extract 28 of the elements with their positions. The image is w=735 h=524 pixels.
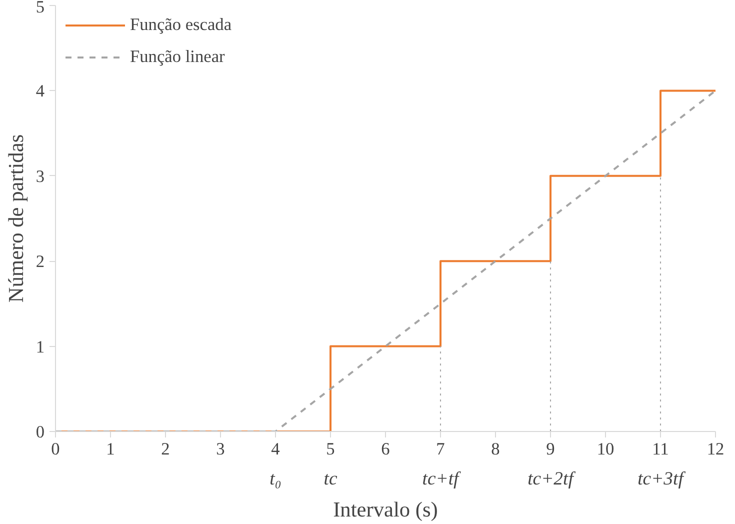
y-tick-label: 3: [36, 166, 45, 186]
annotation: t₀: [270, 468, 282, 490]
x-tick-label: 7: [436, 440, 446, 458]
ref-line-label: tc+2tf: [528, 468, 576, 490]
x-axis-title: Intervalo (s): [333, 498, 438, 522]
x-tick-label: 8: [491, 440, 500, 458]
ref-line-label: tc+3tf: [638, 468, 686, 490]
x-tick-label: 12: [706, 440, 724, 458]
y-tick-label: 5: [36, 0, 45, 16]
x-tick-label: 9: [546, 440, 555, 458]
x-tick-label: 4: [271, 440, 280, 458]
legend-label: Função linear: [130, 47, 225, 67]
y-tick-label: 0: [36, 422, 45, 442]
x-tick-label: 0: [51, 440, 60, 458]
y-tick-label: 4: [36, 82, 45, 101]
x-tick-label: 3: [216, 440, 225, 458]
x-tick-label: 5: [326, 440, 335, 458]
x-tick-label: 11: [652, 440, 669, 458]
x-tick-label: 2: [161, 440, 170, 458]
x-tick-label: 10: [596, 440, 614, 458]
x-tick-label: 6: [381, 440, 390, 458]
y-axis-title: Número de partidas: [4, 134, 28, 303]
y-tick-label: 2: [36, 252, 45, 272]
annotation: tc: [324, 468, 338, 490]
x-tick-label: 1: [106, 440, 115, 458]
ref-line-label: tc+tf: [422, 468, 462, 490]
y-tick-label: 1: [36, 337, 45, 356]
legend-label: Função escada: [130, 15, 232, 35]
